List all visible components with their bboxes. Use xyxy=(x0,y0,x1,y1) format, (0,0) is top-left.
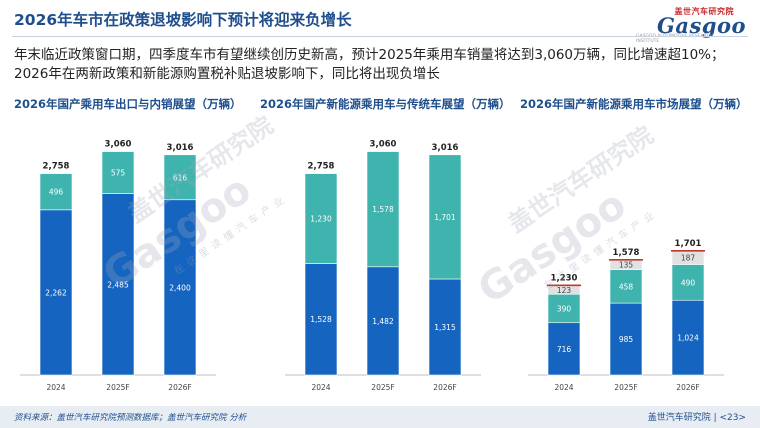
chart-1-category-label-2: 2025F xyxy=(106,383,129,392)
chart-3-value-label-2-1: 390 xyxy=(557,304,572,313)
chart-1-total-label-1: 2,758 xyxy=(43,162,70,172)
chart-1-value-label-1-2: 2,485 xyxy=(107,280,129,289)
chart-1-value-label-2-3: 616 xyxy=(173,173,188,182)
chart-2-total-label-2: 3,060 xyxy=(370,140,397,150)
chart-1-value-label-1-3: 2,400 xyxy=(169,283,191,292)
chart-2-bar-2-2 xyxy=(366,151,400,268)
chart-3-value-label-3-2: 135 xyxy=(619,261,634,270)
chart-1-total-label-2: 3,060 xyxy=(105,140,132,150)
chart-2-category-label-2: 2025F xyxy=(371,383,394,392)
chart-2-bar-2-1 xyxy=(304,173,338,264)
chart-2-total-label-1: 2,758 xyxy=(308,162,335,172)
chart-3-bar-1-3 xyxy=(671,299,705,376)
chart-1-bar-2-2 xyxy=(101,151,135,194)
chart-3-value-label-3-3: 187 xyxy=(681,254,696,263)
chart-3-value-label-2-2: 458 xyxy=(619,282,634,291)
chart-3-bar-2-3 xyxy=(671,264,705,301)
header-divider xyxy=(12,36,748,37)
logo-cn-text: 盖世汽车研究院 xyxy=(674,7,734,16)
chart-2-bar-1-3 xyxy=(428,278,462,376)
chart-1-bar-2-1 xyxy=(39,173,73,211)
chart-3-title: 2026年国产新能源乘用车市场展望（万辆） xyxy=(520,97,748,111)
chart-2-bar-1-2 xyxy=(366,266,400,376)
chart-3-value-label-1-3: 1,024 xyxy=(677,334,699,343)
chart-1-bar-1-1 xyxy=(39,209,73,376)
chart-3-value-label-2-3: 490 xyxy=(681,278,696,287)
chart-1-value-label-2-1: 496 xyxy=(49,188,64,197)
chart-1-category-label-3: 2026F xyxy=(168,383,191,392)
chart-3-bar-2-1 xyxy=(547,293,581,324)
chart-1-value-label-1-1: 2,262 xyxy=(45,288,67,297)
chart-3-bar-1-1 xyxy=(547,322,581,376)
chart-3-category-label-1: 2024 xyxy=(554,383,573,392)
chart-1-title: 2026年国产乘用车出口与内销展望（万辆） xyxy=(14,97,242,111)
chart-2-bar-2-3 xyxy=(428,154,462,280)
page-label: 盖世汽车研究院 | <23> xyxy=(647,413,746,423)
chart-3-total-label-1: 1,230 xyxy=(551,273,578,283)
chart-3-total-label-2: 1,578 xyxy=(613,248,640,258)
chart-2-category-label-3: 2026F xyxy=(433,383,456,392)
slide-title: 2026年车市在政策退坡影响下预计将迎来负增长 xyxy=(14,11,352,29)
chart-2-value-label-1-1: 1,528 xyxy=(310,315,332,324)
chart-2-value-label-2-3: 1,701 xyxy=(434,213,456,222)
chart-1-value-label-2-2: 575 xyxy=(111,169,126,178)
chart-1-bar-2-3 xyxy=(163,154,197,201)
chart-2-total-label-3: 3,016 xyxy=(432,143,459,153)
footer-bar: 资料来源：盖世汽车研究院预测数据库；盖世汽车研究院 分析 盖世汽车研究院 | <… xyxy=(0,406,760,428)
summary-text: 年末临近政策窗口期，四季度车市有望继续创历史新高，预计2025年乘用车销量将达到… xyxy=(14,47,725,82)
chart-2-bar-1-1 xyxy=(304,263,338,376)
chart-3-value-label-1-2: 985 xyxy=(619,335,634,344)
chart-3-bar-1-2 xyxy=(609,302,643,376)
chart-2-value-label-2-1: 1,230 xyxy=(310,215,332,224)
chart-1-category-label-1: 2024 xyxy=(46,383,65,392)
chart-2-title: 2026年国产新能源乘用车与传统车展望（万辆） xyxy=(260,97,511,111)
chart-2-value-label-2-2: 1,578 xyxy=(372,205,394,214)
source-note: 资料来源：盖世汽车研究院预测数据库；盖世汽车研究院 分析 xyxy=(14,413,247,423)
chart-3-value-label-1-1: 716 xyxy=(557,345,572,354)
chart-2-value-label-1-3: 1,315 xyxy=(434,323,456,332)
logo-en-text: Gasgoo xyxy=(656,13,746,38)
chart-2-category-label-1: 2024 xyxy=(311,383,330,392)
chart-1-bar-1-2 xyxy=(101,193,135,376)
chart-3-total-label-3: 1,701 xyxy=(675,239,702,249)
chart-3-category-label-2: 2025F xyxy=(614,383,637,392)
chart-1-total-label-3: 3,016 xyxy=(167,143,194,153)
chart-3-category-label-3: 2026F xyxy=(676,383,699,392)
chart-2-value-label-1-2: 1,482 xyxy=(372,317,394,326)
chart-3-value-label-3-1: 123 xyxy=(557,286,572,295)
